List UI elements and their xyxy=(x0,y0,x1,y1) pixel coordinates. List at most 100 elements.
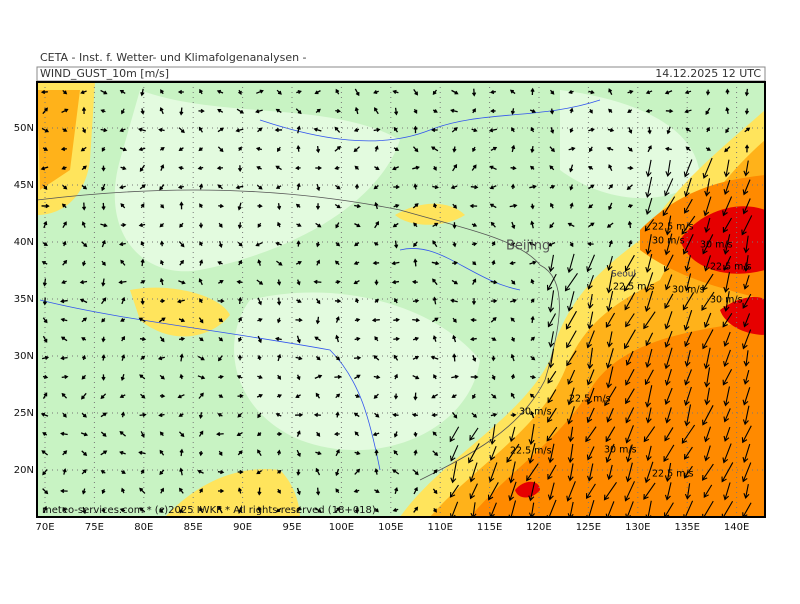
wind-arrow xyxy=(604,386,617,407)
wind-arrow xyxy=(394,373,398,380)
wind-arrow xyxy=(295,165,301,171)
wind-arrow xyxy=(296,430,301,437)
wind-arrow xyxy=(684,331,693,348)
wind-arrow xyxy=(257,335,262,344)
contour-label: 30 m/s xyxy=(604,445,637,456)
wind-arrow xyxy=(743,235,750,254)
wind-arrow xyxy=(588,127,595,132)
contour-label: 22.5 m/s xyxy=(613,282,655,293)
wind-arrow xyxy=(42,355,50,360)
wind-arrow xyxy=(645,253,653,273)
wind-arrow xyxy=(741,425,752,444)
contour-label: 22.5 m/s xyxy=(510,446,552,457)
wind-arrow xyxy=(216,165,224,171)
wind-arrow xyxy=(354,507,360,514)
wind-arrow xyxy=(587,241,594,247)
wind-arrow xyxy=(354,374,361,380)
wind-arrow xyxy=(179,448,184,457)
wind-arrow xyxy=(79,298,88,304)
wind-arrow xyxy=(664,330,673,348)
wind-arrow xyxy=(430,355,439,360)
wind-arrow xyxy=(529,260,537,265)
wind-arrow xyxy=(645,385,653,408)
wind-arrow xyxy=(353,127,360,132)
wind-arrow xyxy=(586,407,595,424)
wind-arrow xyxy=(42,392,48,399)
wind-arrow xyxy=(355,297,360,304)
wind-arrow xyxy=(121,487,125,494)
wind-arrow xyxy=(159,507,165,513)
wind-arrow xyxy=(487,482,499,501)
wind-arrow xyxy=(566,330,577,349)
wind-arrow xyxy=(743,160,750,177)
wind-arrow xyxy=(101,336,106,343)
wind-arrow xyxy=(392,412,399,418)
wind-arrow xyxy=(510,412,517,418)
wind-arrow xyxy=(643,482,656,500)
wind-arrow xyxy=(238,146,242,152)
wind-arrow xyxy=(608,88,613,95)
wind-arrow xyxy=(568,146,576,151)
wind-arrow xyxy=(160,164,165,171)
wind-arrow xyxy=(665,462,672,483)
wind-arrow xyxy=(235,128,244,133)
wind-arrow xyxy=(664,293,674,309)
wind-arrow xyxy=(139,164,146,172)
wind-arrow xyxy=(626,184,633,190)
wind-arrow xyxy=(296,145,301,152)
wind-arrow xyxy=(218,488,225,494)
wind-arrow xyxy=(530,146,535,154)
wind-arrow xyxy=(60,299,68,304)
wind-arrow xyxy=(586,387,595,406)
wind-arrow xyxy=(471,128,478,133)
wind-arrow xyxy=(373,185,379,190)
wind-arrow xyxy=(588,222,595,228)
wind-arrow xyxy=(684,404,692,427)
wind-arrow xyxy=(217,355,223,362)
wind-arrow xyxy=(257,259,262,266)
wind-arrow xyxy=(354,431,360,437)
wind-arrow xyxy=(80,432,89,437)
wind-arrow xyxy=(608,239,613,248)
wind-arrow xyxy=(567,253,575,274)
wind-arrow xyxy=(511,221,516,230)
gust-area xyxy=(720,297,765,335)
wind-arrow xyxy=(567,426,575,443)
wind-arrow xyxy=(159,106,164,115)
wind-arrow xyxy=(470,185,479,190)
wind-arrow xyxy=(606,366,614,389)
wind-arrow xyxy=(744,144,750,153)
wind-arrow xyxy=(159,336,165,343)
wind-arrow xyxy=(62,259,68,266)
wind-arrow xyxy=(373,242,379,246)
wind-arrow xyxy=(721,501,734,517)
wind-arrow xyxy=(81,337,87,341)
wind-arrow xyxy=(412,469,419,476)
wind-arrow xyxy=(60,356,68,361)
wind-arrow xyxy=(61,392,68,399)
wind-arrow xyxy=(334,431,340,437)
wind-arrow xyxy=(664,502,674,517)
wind-arrow xyxy=(316,431,321,437)
wind-arrow xyxy=(157,356,166,361)
wind-arrow xyxy=(624,292,636,311)
gust-area xyxy=(37,90,80,190)
wind-arrow xyxy=(664,233,673,256)
wind-arrow xyxy=(647,145,652,153)
wind-arrow xyxy=(413,431,418,438)
wind-arrow xyxy=(663,254,674,273)
wind-arrow xyxy=(296,223,302,227)
wind-arrow xyxy=(199,488,203,494)
wind-arrow xyxy=(81,260,87,267)
wind-arrow xyxy=(257,449,262,457)
wind-arrow xyxy=(393,147,400,151)
wind-arrow xyxy=(237,507,242,514)
wind-arrow xyxy=(100,89,108,95)
wind-arrow xyxy=(452,334,457,343)
wind-arrow xyxy=(120,259,126,266)
wind-arrow xyxy=(489,424,496,445)
wind-arrow xyxy=(276,279,282,286)
lon-label: 125E xyxy=(576,522,601,533)
wind-arrow xyxy=(275,165,282,171)
wind-arrow xyxy=(61,374,69,380)
